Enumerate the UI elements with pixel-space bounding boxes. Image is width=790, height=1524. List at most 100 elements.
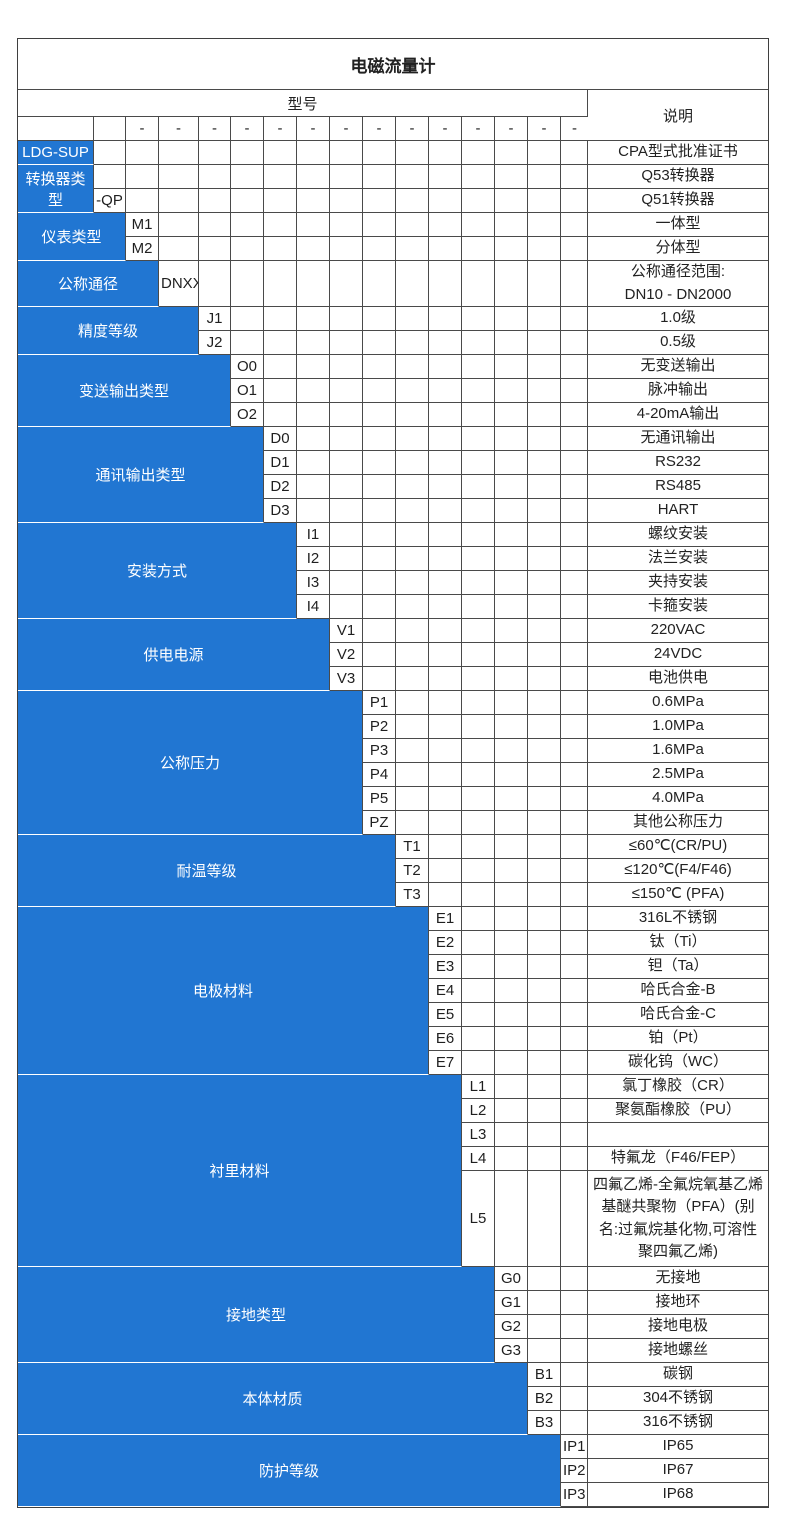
empty-cell xyxy=(462,619,495,643)
category-cell: 本体材质 xyxy=(18,1363,528,1435)
code-cell: E2 xyxy=(429,931,462,955)
desc-cell: Q51转换器 xyxy=(588,189,769,213)
empty-cell xyxy=(528,379,561,403)
dash-cell: - xyxy=(126,117,159,141)
table-row: 电极材料 E1 316L不锈钢 xyxy=(18,907,769,1075)
empty-cell xyxy=(462,1003,495,1027)
table-row: E7 碳化钨（WC） xyxy=(18,1051,769,1075)
empty-cell xyxy=(363,547,396,571)
desc-cell: 4-20mA输出 xyxy=(588,403,769,427)
table-row: -QP Q51转换器 xyxy=(18,189,769,213)
empty-cell xyxy=(429,859,462,883)
empty-cell xyxy=(528,475,561,499)
empty-cell xyxy=(297,261,330,307)
dash-cell: - xyxy=(396,117,429,141)
desc-cell: 1.0级 xyxy=(588,307,769,331)
empty-cell xyxy=(429,667,462,691)
code-cell: T1 xyxy=(396,835,429,859)
empty-cell xyxy=(528,403,561,427)
table-row: L2 聚氨酯橡胶（PU） xyxy=(18,1099,769,1123)
empty-cell xyxy=(297,475,330,499)
empty-cell xyxy=(330,571,363,595)
empty-cell xyxy=(199,213,231,237)
code-cell xyxy=(94,141,126,165)
empty-cell xyxy=(429,643,462,667)
empty-cell xyxy=(495,1075,528,1099)
empty-cell xyxy=(429,523,462,547)
empty-cell xyxy=(330,189,363,213)
empty-cell xyxy=(495,667,528,691)
empty-cell xyxy=(429,787,462,811)
desc-cell: 316L不锈钢 xyxy=(588,907,769,931)
table-row: L3 xyxy=(18,1123,769,1147)
empty-cell xyxy=(429,355,462,379)
empty-cell xyxy=(561,499,588,523)
desc-cell: 0.5级 xyxy=(588,331,769,355)
dash-cell: - xyxy=(462,117,495,141)
code-cell: G3 xyxy=(495,1339,528,1363)
table-row: 通讯输出类型 D0 无通讯输出 xyxy=(18,427,769,523)
desc-cell: ≤150℃ (PFA) xyxy=(588,883,769,907)
empty-cell xyxy=(462,859,495,883)
desc-cell: 聚氨酯橡胶（PU） xyxy=(588,1099,769,1123)
code-cell: P3 xyxy=(363,739,396,763)
empty-cell xyxy=(264,165,297,189)
empty-cell xyxy=(462,165,495,189)
empty-cell xyxy=(528,165,561,189)
empty-cell xyxy=(462,955,495,979)
empty-cell xyxy=(495,355,528,379)
empty-cell xyxy=(528,1027,561,1051)
desc-cell: IP65 xyxy=(588,1435,769,1459)
empty-cell xyxy=(495,451,528,475)
empty-cell xyxy=(462,213,495,237)
empty-cell xyxy=(297,165,330,189)
table-row: 本体材质 B1 碳钢 xyxy=(18,1363,769,1435)
description-column-header: 说明 xyxy=(588,90,769,141)
empty-cell xyxy=(528,811,561,835)
empty-cell xyxy=(231,141,264,165)
empty-cell xyxy=(264,307,297,331)
empty-cell xyxy=(297,213,330,237)
empty-cell xyxy=(561,643,588,667)
empty-cell xyxy=(495,931,528,955)
desc-cell: 无通讯输出 xyxy=(588,427,769,451)
code-cell: T2 xyxy=(396,859,429,883)
empty-cell xyxy=(561,1315,588,1339)
desc-cell: ≤60℃(CR/PU) xyxy=(588,835,769,859)
empty-cell xyxy=(528,189,561,213)
empty-cell xyxy=(363,331,396,355)
code-cell: IP2 xyxy=(561,1459,588,1483)
empty-cell xyxy=(330,403,363,427)
empty-cell xyxy=(495,811,528,835)
empty-cell xyxy=(199,165,231,189)
empty-cell xyxy=(528,1291,561,1315)
empty-cell xyxy=(495,1123,528,1147)
empty-cell xyxy=(561,787,588,811)
empty-cell xyxy=(429,141,462,165)
empty-cell xyxy=(231,165,264,189)
empty-cell xyxy=(528,355,561,379)
empty-cell xyxy=(462,883,495,907)
desc-cell: 316不锈钢 xyxy=(588,1411,769,1435)
empty-cell xyxy=(363,355,396,379)
empty-cell xyxy=(396,403,429,427)
dash-cell: - xyxy=(199,117,231,141)
table-row: LDG-SUP CPA型式批准证书 xyxy=(18,141,769,165)
empty-cell xyxy=(462,763,495,787)
empty-cell xyxy=(528,1147,561,1171)
desc-cell: 无接地 xyxy=(588,1267,769,1291)
empty-cell xyxy=(462,475,495,499)
empty-cell xyxy=(561,835,588,859)
table-row: G3 接地螺丝 xyxy=(18,1339,769,1363)
empty-cell xyxy=(396,763,429,787)
code-cell: G0 xyxy=(495,1267,528,1291)
empty-cell xyxy=(429,763,462,787)
empty-cell xyxy=(396,189,429,213)
desc-cell: IP68 xyxy=(588,1483,769,1507)
empty-cell xyxy=(18,117,94,141)
table-row: V2 24VDC xyxy=(18,643,769,667)
desc-cell: 1.0MPa xyxy=(588,715,769,739)
code-cell: B3 xyxy=(528,1411,561,1435)
empty-cell xyxy=(462,379,495,403)
empty-cell xyxy=(396,355,429,379)
